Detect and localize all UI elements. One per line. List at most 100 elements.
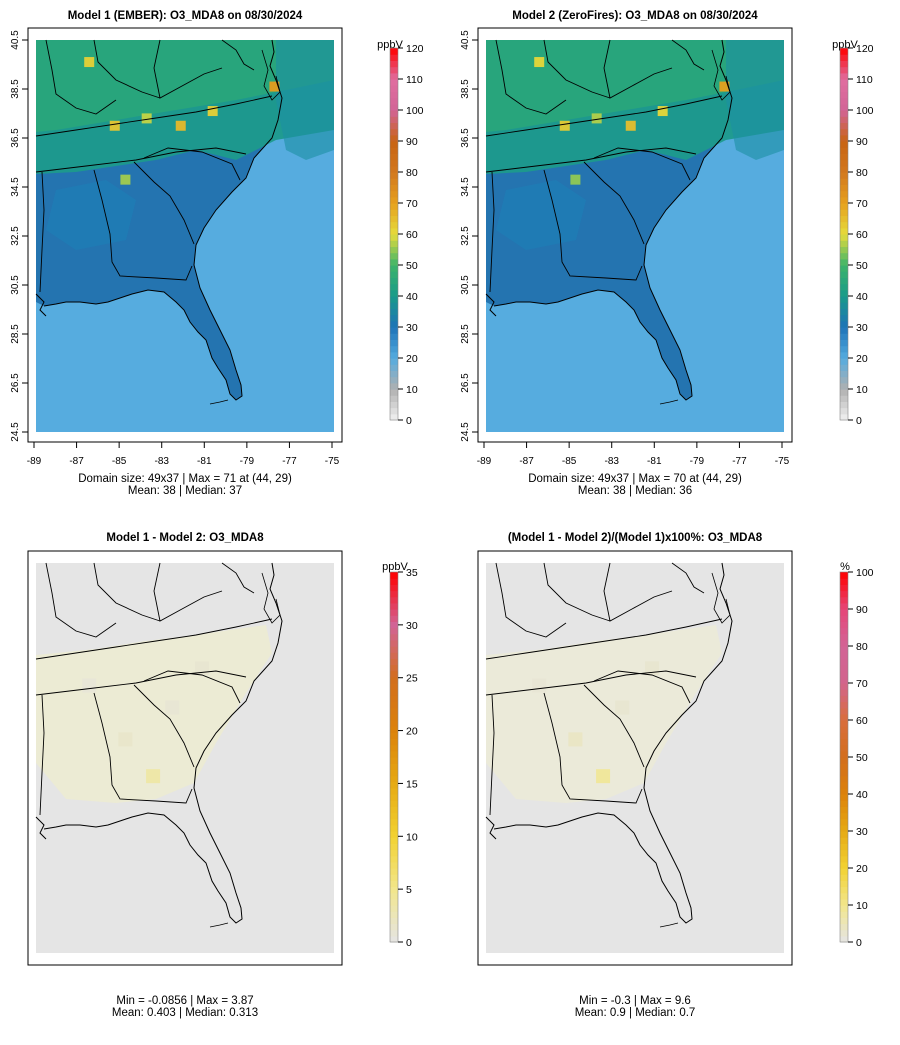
diff-low-field — [36, 625, 272, 803]
colorbar-segment — [390, 824, 398, 832]
colorbar-segment — [390, 917, 398, 925]
colorbar-segment — [840, 732, 848, 740]
colorbar-tick-label: 110 — [406, 74, 423, 86]
colorbar-segment — [390, 110, 398, 117]
colorbar-segment — [840, 91, 848, 99]
colorbar-segment — [390, 320, 398, 328]
colorbar-segment — [840, 351, 848, 359]
colorbar-segment — [390, 413, 398, 421]
stats-line1: Domain size: 49x37 | Max = 71 at (44, 29… — [78, 473, 292, 485]
colorbar-segment — [840, 633, 848, 641]
colorbar-segment — [390, 935, 398, 943]
colorbar-tick-label: 100 — [406, 105, 424, 117]
colorbar-segment — [390, 401, 398, 409]
colorbar-label: % — [840, 561, 850, 573]
panel-title: Model 2 (ZeroFires): O3_MDA8 on 08/30/20… — [512, 10, 758, 22]
colorbar-segment — [390, 333, 398, 340]
colorbar-segment — [840, 147, 848, 154]
colorbar-segment — [840, 929, 848, 937]
colorbar-tick-label: 50 — [406, 260, 418, 272]
colorbar-segment — [390, 757, 398, 764]
colorbar-segment — [390, 407, 398, 415]
colorbar-segment — [840, 843, 848, 851]
colorbar-segment — [390, 874, 398, 881]
colorbar-segment — [390, 905, 398, 912]
colorbar-segment — [840, 596, 848, 604]
colorbar-segment — [840, 763, 848, 770]
colorbar-segment — [390, 48, 398, 55]
colorbar-segment — [390, 837, 398, 844]
colorbar-segment — [390, 339, 398, 347]
colorbar-tick-label: 80 — [406, 167, 418, 179]
colorbar-segment — [840, 72, 848, 80]
colorbar-segment — [390, 141, 398, 148]
y-tick-label: 34.5 — [10, 177, 21, 197]
colorbar-segment — [840, 917, 848, 925]
colorbar-segment — [840, 320, 848, 328]
colorbar-segment — [390, 843, 398, 851]
colorbar-segment — [840, 849, 848, 857]
colorbar-segment — [840, 720, 848, 727]
colorbar-tick-label: 0 — [856, 937, 862, 949]
colorbar-segment — [390, 670, 398, 678]
diff-low-field — [486, 625, 722, 803]
colorbar-segment — [390, 886, 398, 894]
hotspot-cell — [615, 700, 630, 715]
hotspots — [532, 661, 660, 784]
hotspot-cell — [719, 81, 730, 92]
colorbar-segment — [390, 116, 398, 123]
colorbar-tick-label: 120 — [856, 43, 874, 55]
colorbar-segment — [840, 79, 848, 86]
colorbar-tick-label: 5 — [406, 884, 412, 896]
colorbar-tick-label: 90 — [406, 136, 418, 148]
colorbar-segment — [390, 646, 398, 653]
colorbar-segment — [840, 615, 848, 622]
colorbar-label: ppbV — [382, 561, 408, 573]
colorbar-segment — [840, 781, 848, 789]
colorbar-segment — [840, 639, 848, 647]
colorbar-segment — [390, 308, 398, 316]
colorbar-segment — [390, 627, 398, 635]
colorbar-segment — [390, 633, 398, 641]
colorbar-segment — [390, 252, 398, 260]
colorbar-segment — [390, 683, 398, 690]
colorbar-tick-label: 0 — [856, 415, 862, 427]
colorbar-segment — [390, 923, 398, 931]
colorbar-segment — [840, 602, 848, 610]
colorbar-segment — [840, 85, 848, 92]
x-tick-label: -83 — [604, 456, 619, 467]
colorbar-segment — [390, 178, 398, 185]
colorbar-segment — [390, 621, 398, 629]
colorbar-tick-label: 25 — [406, 673, 418, 685]
colorbar-segment — [840, 713, 848, 721]
colorbar-segment — [390, 302, 398, 309]
colorbar-segment — [840, 209, 848, 216]
colorbar-segment — [840, 265, 848, 272]
colorbar-segment — [390, 750, 398, 758]
colorbar-segment — [390, 738, 398, 746]
hotspot-cell — [532, 678, 547, 693]
y-tick-label: 28.5 — [10, 324, 21, 344]
colorbar-segment — [840, 911, 848, 918]
colorbar-segment — [390, 652, 398, 659]
colorbar-segment — [390, 54, 398, 61]
colorbar-segment — [390, 172, 398, 179]
panel-title: Model 1 - Model 2: O3_MDA8 — [106, 532, 264, 544]
colorbar-segment — [840, 190, 848, 198]
y-tick-label: 32.5 — [460, 226, 471, 246]
colorbar-segment — [840, 184, 848, 192]
colorbar-segment — [390, 376, 398, 384]
colorbar-segment — [840, 203, 848, 210]
north-field-band — [36, 40, 334, 132]
colorbar-segment — [390, 184, 398, 192]
colorbar-segment — [840, 333, 848, 340]
colorbar-tick-label: 70 — [856, 198, 868, 210]
y-tick-label: 30.5 — [10, 275, 21, 295]
colorbar-segment — [390, 79, 398, 86]
colorbar-segment — [840, 670, 848, 678]
colorbar-tick-label: 40 — [856, 789, 868, 801]
colorbar-tick-label: 20 — [406, 353, 418, 365]
colorbar-tick-label: 80 — [856, 641, 868, 653]
y-axis: 24.5 26.5 28.5 30.5 32.5 34.5 36.5 38.5 40.5 — [460, 30, 478, 442]
